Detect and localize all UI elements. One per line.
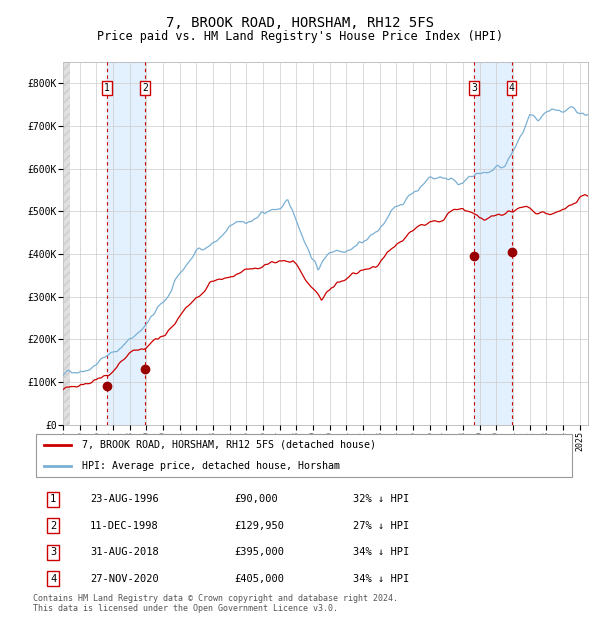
Text: 34% ↓ HPI: 34% ↓ HPI <box>353 574 410 584</box>
Text: Price paid vs. HM Land Registry's House Price Index (HPI): Price paid vs. HM Land Registry's House … <box>97 30 503 43</box>
Text: 32% ↓ HPI: 32% ↓ HPI <box>353 494 410 505</box>
Text: 4: 4 <box>50 574 56 584</box>
Polygon shape <box>63 62 70 425</box>
Text: £90,000: £90,000 <box>234 494 278 505</box>
Text: 3: 3 <box>50 547 56 557</box>
Text: 7, BROOK ROAD, HORSHAM, RH12 5FS: 7, BROOK ROAD, HORSHAM, RH12 5FS <box>166 16 434 30</box>
Text: 23-AUG-1996: 23-AUG-1996 <box>90 494 159 505</box>
FancyBboxPatch shape <box>36 433 572 477</box>
Text: 4: 4 <box>509 82 514 92</box>
Text: 11-DEC-1998: 11-DEC-1998 <box>90 521 159 531</box>
Text: 34% ↓ HPI: 34% ↓ HPI <box>353 547 410 557</box>
Text: 3: 3 <box>471 82 477 92</box>
Text: 2: 2 <box>142 82 148 92</box>
Text: 1: 1 <box>50 494 56 505</box>
Text: HPI: Average price, detached house, Horsham: HPI: Average price, detached house, Hors… <box>82 461 340 471</box>
Text: Contains HM Land Registry data © Crown copyright and database right 2024.
This d: Contains HM Land Registry data © Crown c… <box>33 594 398 613</box>
Text: 31-AUG-2018: 31-AUG-2018 <box>90 547 159 557</box>
Text: £405,000: £405,000 <box>234 574 284 584</box>
Text: 1: 1 <box>104 82 110 92</box>
Bar <box>474 62 512 425</box>
Text: £129,950: £129,950 <box>234 521 284 531</box>
Text: 2: 2 <box>50 521 56 531</box>
Text: 27% ↓ HPI: 27% ↓ HPI <box>353 521 410 531</box>
Bar <box>107 62 145 425</box>
Text: 7, BROOK ROAD, HORSHAM, RH12 5FS (detached house): 7, BROOK ROAD, HORSHAM, RH12 5FS (detach… <box>82 440 376 450</box>
Text: £395,000: £395,000 <box>234 547 284 557</box>
Text: 27-NOV-2020: 27-NOV-2020 <box>90 574 159 584</box>
